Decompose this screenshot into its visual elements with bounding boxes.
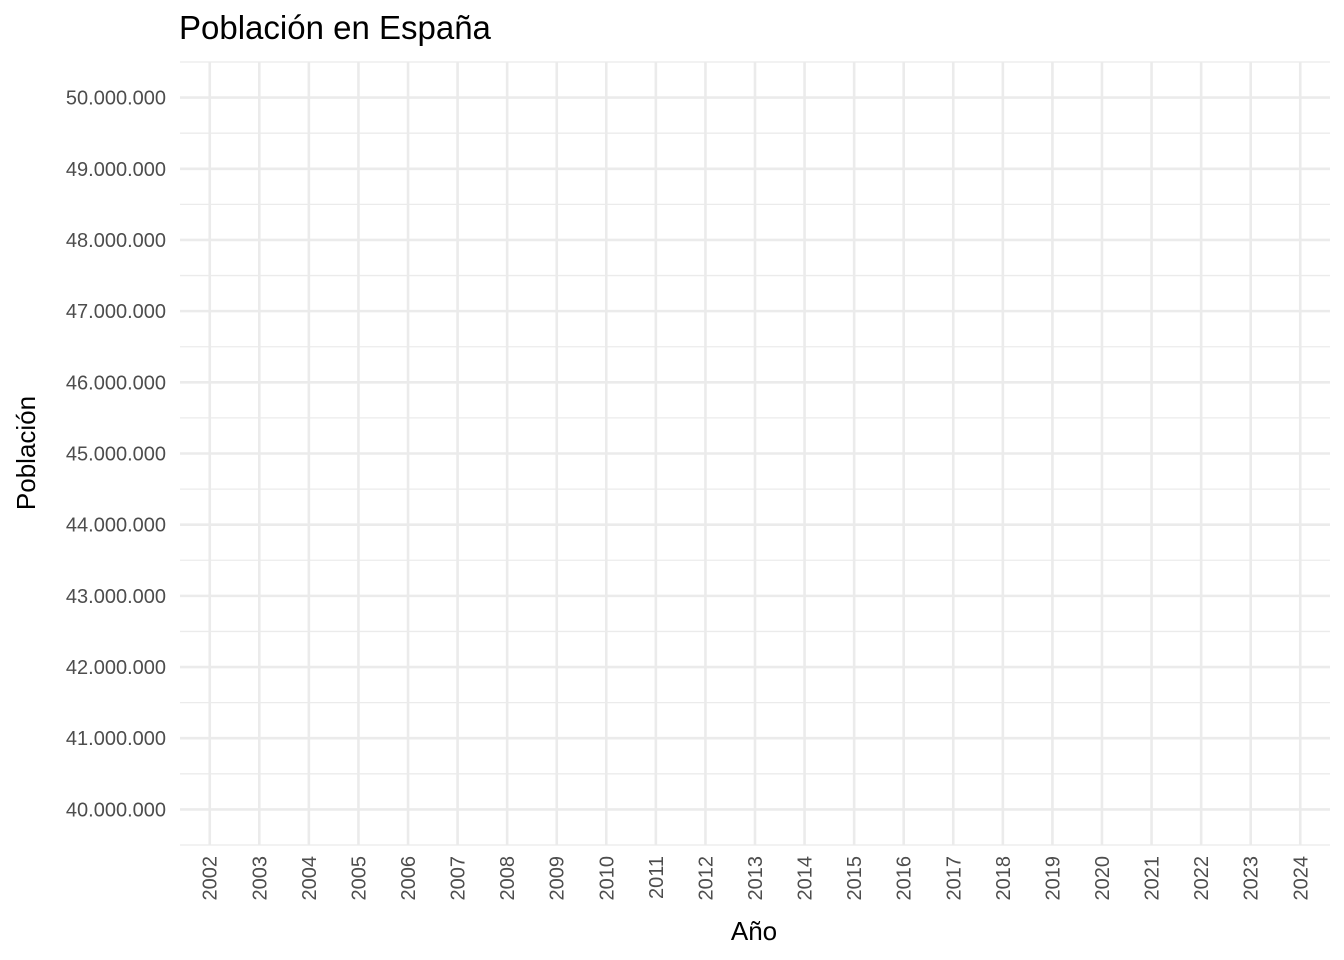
x-tick-label-2012: 2012 [695, 856, 717, 901]
y-axis-tick-labels: 40.000.000 41.000.000 42.000.000 43.000.000… [66, 88, 166, 822]
x-tick-label-2006: 2006 [398, 856, 420, 901]
x-tick-label-2023: 2023 [1241, 856, 1263, 901]
y-tick-label-6: 46.000.000 [66, 372, 166, 394]
y-tick-label-5: 45.000.000 [66, 444, 166, 466]
x-tick-label-2009: 2009 [547, 856, 569, 901]
y-tick-label-9: 49.000.000 [66, 159, 166, 181]
x-tick-label-2005: 2005 [348, 856, 370, 901]
y-tick-label-10: 50.000.000 [66, 88, 166, 110]
x-tick-label-2024: 2024 [1290, 856, 1312, 901]
x-tick-label-2021: 2021 [1142, 856, 1164, 901]
x-tick-label-2013: 2013 [745, 856, 767, 901]
x-tick-label-2019: 2019 [1042, 856, 1064, 901]
x-axis-title: Año [731, 916, 777, 946]
y-tick-label-2: 42.000.000 [66, 657, 166, 679]
x-tick-label-2004: 2004 [299, 856, 321, 901]
x-tick-label-2010: 2010 [596, 856, 618, 901]
y-axis-title: Población [11, 396, 41, 510]
x-tick-label-2022: 2022 [1191, 856, 1213, 901]
chart-title: Población en España [179, 9, 492, 46]
x-tick-label-2018: 2018 [993, 856, 1015, 901]
major-gridlines [180, 62, 1330, 845]
y-tick-label-8: 48.000.000 [66, 230, 166, 252]
y-tick-label-7: 47.000.000 [66, 301, 166, 323]
y-tick-label-3: 43.000.000 [66, 586, 166, 608]
x-tick-label-2017: 2017 [943, 856, 965, 901]
y-tick-label-1: 41.000.000 [66, 728, 166, 750]
y-tick-label-4: 44.000.000 [66, 515, 166, 537]
x-axis-tick-labels: 2002 2003 2004 2005 2006 2007 2008 2009 2010 2011… [200, 856, 1313, 901]
x-tick-label-2016: 2016 [894, 856, 916, 901]
x-tick-label-2002: 2002 [200, 856, 222, 901]
x-tick-label-2003: 2003 [249, 856, 271, 901]
x-tick-label-2011: 2011 [646, 856, 668, 899]
x-tick-label-2008: 2008 [497, 856, 519, 901]
x-tick-label-2014: 2014 [795, 856, 817, 901]
x-tick-label-2007: 2007 [448, 856, 470, 901]
x-tick-label-2020: 2020 [1092, 856, 1114, 901]
y-tick-label-0: 40.000.000 [66, 799, 166, 821]
x-tick-label-2015: 2015 [844, 856, 866, 901]
